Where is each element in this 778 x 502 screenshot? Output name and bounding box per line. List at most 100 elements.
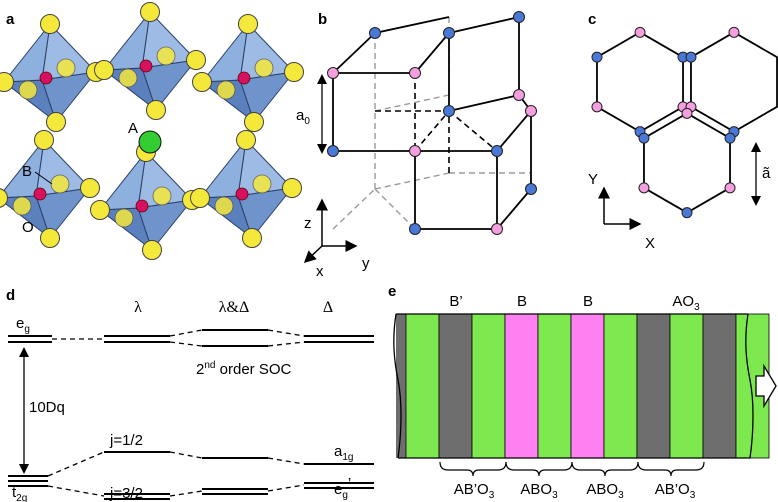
oxygen-atom — [50, 174, 70, 194]
lattice-node-blue — [409, 223, 421, 235]
lattice-bond — [414, 32, 450, 74]
oxygen-atom — [140, 2, 160, 22]
panel-b-label: b — [318, 11, 327, 28]
unit-braces — [439, 461, 705, 477]
panel-b: b a0 z y x — [296, 11, 537, 280]
oxygen-atom — [190, 188, 210, 208]
lattice-bond — [374, 94, 450, 112]
panel-d-label: d — [6, 287, 15, 304]
lattice-node-blue — [491, 145, 503, 157]
oxygen-atom — [34, 130, 54, 150]
b-site-atom — [135, 199, 149, 213]
stripe-green — [603, 313, 638, 459]
eg-connectors — [52, 329, 305, 347]
y-axis-label: y — [362, 255, 370, 272]
stripe-gray — [438, 313, 473, 459]
lattice-bond — [332, 32, 376, 74]
lattice-node-blue — [443, 105, 455, 117]
stripe-magenta — [570, 313, 605, 459]
eg-prime-label: eg’ — [334, 475, 351, 501]
octahedra-layer — [0, 2, 304, 260]
col-delta: Δ — [323, 299, 333, 316]
oxygen-atom — [118, 68, 138, 88]
eg-levels — [8, 329, 374, 347]
oxygen-atom — [0, 188, 8, 208]
stripe-green — [669, 313, 704, 459]
octahedron — [192, 14, 304, 132]
octahedron — [90, 142, 202, 260]
a-site-atom — [138, 130, 162, 154]
stripe-magenta — [504, 313, 539, 459]
lattice-node-blue — [724, 132, 736, 144]
oxygen-atom — [80, 178, 100, 198]
octahedron — [190, 130, 302, 248]
a0-label: a0 — [296, 107, 310, 127]
unit-brace — [439, 461, 507, 477]
lattice-node-blue — [681, 207, 693, 219]
unit-brace — [571, 461, 639, 477]
lattice-bond — [448, 16, 520, 34]
oxygen-atom — [242, 228, 262, 248]
octahedron-face — [2, 22, 51, 83]
lattice-node-blue — [685, 51, 697, 63]
oxygen-atom — [156, 46, 176, 66]
lattice-node-blue — [591, 51, 603, 63]
unit-brace — [637, 461, 705, 477]
layer-label-b-prime: B’ — [449, 293, 462, 310]
b-site-atom — [33, 187, 47, 201]
cube-nodes — [327, 11, 537, 235]
panel-a: a A B O — [0, 2, 304, 260]
right-break-edge — [745, 313, 754, 459]
panel-e: e B’ B B AO3 AB’O3 ABO3 ABO3 AB’O3 — [388, 283, 777, 501]
honeycomb-cell — [690, 31, 778, 133]
a1g-label: a1g — [334, 443, 353, 463]
unit-label-3: ABO3 — [586, 481, 624, 501]
lattice-node-pink — [513, 89, 525, 101]
oxygen-atom — [192, 72, 212, 92]
stripe-edge — [396, 314, 408, 458]
oxygen-atom — [12, 196, 32, 216]
lattice-node-blue — [443, 27, 455, 39]
lattice-bond — [414, 110, 450, 152]
oxygen-atom — [146, 100, 166, 120]
X-axis-label: X — [645, 235, 655, 252]
lattice-node-pink — [634, 26, 646, 38]
b-site-label: B — [22, 163, 32, 180]
t2g-levels — [8, 451, 374, 500]
oxygen-atom — [252, 174, 272, 194]
b-site-atom — [39, 71, 53, 85]
j-three-half-label: j=3/2 — [109, 485, 143, 502]
lattice-node-blue — [369, 27, 381, 39]
lattice-bond — [374, 172, 450, 190]
panel-d: d λ λ&Δ Δ eg 10Dq 2nd order SOC — [6, 287, 374, 502]
Y-axis-label: Y — [588, 171, 598, 188]
unit-label-4: AB’O3 — [655, 481, 696, 501]
growth-direction-arrow — [755, 363, 777, 409]
oxygen-atom — [18, 80, 38, 100]
octahedron-face — [0, 138, 45, 199]
lattice-node-pink — [491, 223, 503, 235]
lattice-node-pink — [728, 26, 740, 38]
lattice-node-blue — [638, 132, 650, 144]
lattice-node-pink — [591, 101, 603, 113]
cube-lattice — [332, 16, 532, 230]
honeycomb-lattice — [591, 26, 778, 219]
panel-c: c ã Y X — [588, 11, 778, 252]
octahedron-face — [102, 10, 151, 71]
b-site-pointer — [34, 171, 53, 185]
stripe-green — [471, 313, 506, 459]
unit-brace — [505, 461, 573, 477]
lattice-bond — [332, 188, 376, 230]
honeycomb-cell — [596, 31, 684, 133]
lattice-bond — [448, 94, 520, 112]
lattice-node-blue — [327, 145, 339, 157]
panel-c-label: c — [588, 11, 596, 28]
octahedron — [0, 130, 100, 248]
layer-label-b1: B — [517, 293, 527, 310]
unit-label-1: AB’O3 — [454, 481, 495, 501]
oxygen-atom — [216, 80, 236, 100]
a-tilde-arrow-top — [751, 142, 761, 152]
lattice-bond — [496, 188, 532, 230]
layer-label-ao3: AO3 — [672, 293, 700, 313]
